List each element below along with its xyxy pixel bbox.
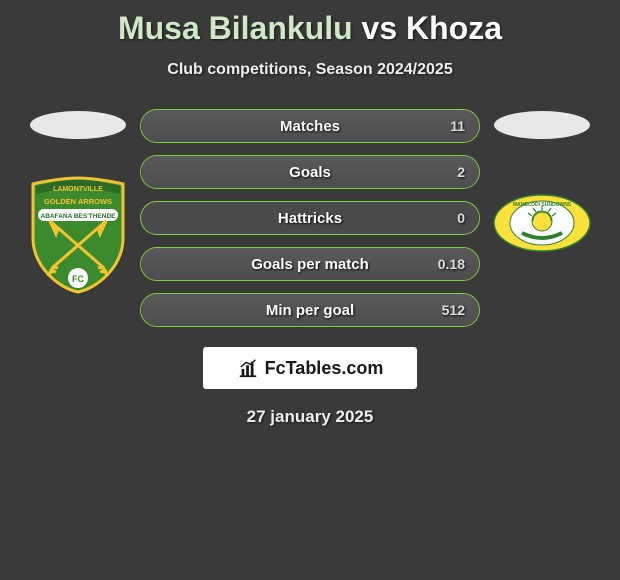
stat-row-goals-per-match: Goals per match 0.18 bbox=[140, 247, 480, 281]
stat-right-value: 512 bbox=[442, 302, 465, 318]
stat-right-value: 0 bbox=[457, 210, 465, 226]
player2-club-logo: MAMELODI SUNDOWNS bbox=[492, 163, 592, 283]
player1-club-logo: LAMONTVILLE GOLDEN ARROWS ABAFANA BES'TH… bbox=[28, 175, 128, 295]
player2-column: MAMELODI SUNDOWNS bbox=[492, 109, 592, 283]
comparison-row: LAMONTVILLE GOLDEN ARROWS ABAFANA BES'TH… bbox=[0, 109, 620, 327]
club-ribbon-text: ABAFANA BES'THENDE bbox=[41, 213, 117, 220]
club-text-mid: GOLDEN ARROWS bbox=[44, 197, 112, 206]
club2-name: MAMELODI SUNDOWNS bbox=[513, 202, 572, 208]
stat-right-value: 11 bbox=[450, 118, 465, 134]
vs-label: vs bbox=[362, 10, 398, 46]
stat-label: Matches bbox=[280, 118, 340, 135]
page-title: Musa Bilankulu vs Khoza bbox=[0, 0, 620, 47]
brand-link[interactable]: FcTables.com bbox=[203, 347, 417, 389]
stats-column: Matches 11 Goals 2 Hattricks 0 Goals per… bbox=[140, 109, 480, 327]
stat-label: Min per goal bbox=[266, 302, 354, 319]
stat-row-matches: Matches 11 bbox=[140, 109, 480, 143]
golden-arrows-shield-icon: LAMONTVILLE GOLDEN ARROWS ABAFANA BES'TH… bbox=[28, 176, 128, 294]
stat-row-hattricks: Hattricks 0 bbox=[140, 201, 480, 235]
stat-row-min-per-goal: Min per goal 512 bbox=[140, 293, 480, 327]
stat-fill bbox=[478, 202, 479, 234]
stat-label: Goals bbox=[289, 164, 331, 181]
subtitle: Club competitions, Season 2024/2025 bbox=[0, 61, 620, 79]
bar-chart-icon bbox=[237, 357, 259, 379]
brand-text: FcTables.com bbox=[265, 358, 384, 379]
player1-silhouette bbox=[30, 111, 126, 139]
player1-name: Musa Bilankulu bbox=[118, 10, 353, 46]
club-fc-text: FC bbox=[72, 274, 84, 284]
stat-right-value: 0.18 bbox=[438, 256, 465, 272]
stat-row-goals: Goals 2 bbox=[140, 155, 480, 189]
player1-column: LAMONTVILLE GOLDEN ARROWS ABAFANA BES'TH… bbox=[28, 109, 128, 295]
player2-silhouette bbox=[494, 111, 590, 139]
stat-right-value: 2 bbox=[457, 164, 465, 180]
stat-label: Goals per match bbox=[251, 256, 369, 273]
date-label: 27 january 2025 bbox=[0, 407, 620, 427]
player2-name: Khoza bbox=[406, 10, 502, 46]
club-text-top: LAMONTVILLE bbox=[53, 186, 103, 193]
sundowns-badge-icon: MAMELODI SUNDOWNS bbox=[492, 193, 592, 253]
stat-label: Hattricks bbox=[278, 210, 342, 227]
